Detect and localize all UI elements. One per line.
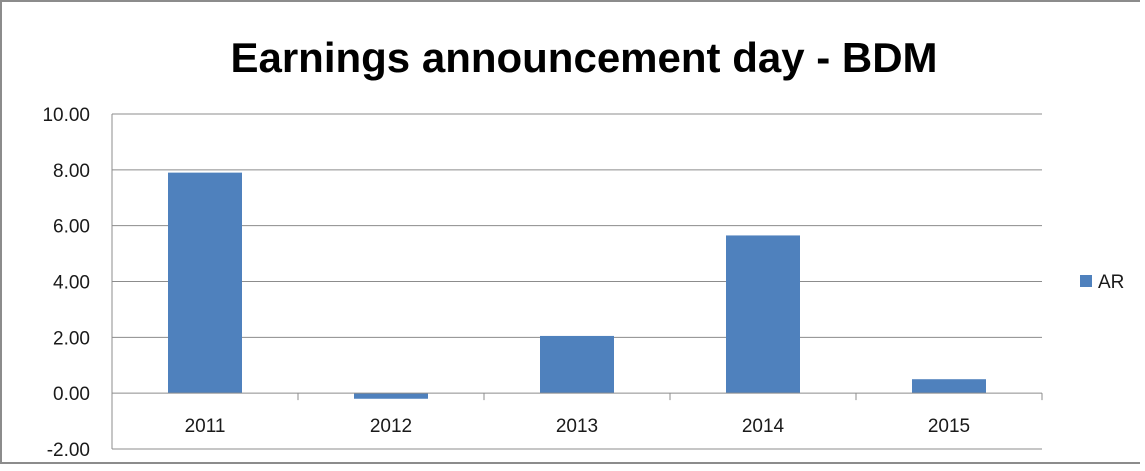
y-tick-label: 4.00 [53,273,90,294]
x-tick-label: 2013 [556,416,598,437]
bar-2012 [354,393,428,399]
y-tick-label: 0.00 [53,384,90,405]
x-tick-label: 2011 [185,416,226,437]
x-axis-tick-labels: 2011 2012 2013 2014 2015 [185,416,971,437]
chart-title: Earnings announcement day - BDM [230,34,937,81]
y-axis-tick-labels: -2.00 0.00 2.00 4.00 6.00 8.00 10.00 [42,105,90,461]
gridlines [112,113,1042,450]
x-tick-label: 2012 [370,416,412,437]
legend: AR [1080,272,1124,293]
legend-swatch-ar [1080,275,1092,287]
x-tick-label: 2014 [742,416,785,437]
y-tick-label: 10.00 [42,105,90,126]
bar-2015 [912,379,986,394]
y-tick-label: -2.00 [47,440,90,461]
bar-2011 [168,172,242,394]
y-tick-label: 2.00 [53,328,90,349]
bars [168,172,986,399]
y-tick-label: 6.00 [53,217,90,238]
bar-2013 [540,335,614,394]
x-tick-label: 2015 [928,416,970,437]
bar-2014 [726,235,800,394]
y-tick-label: 8.00 [53,161,90,182]
x-axis [111,114,1043,449]
legend-label-ar: AR [1098,272,1124,293]
